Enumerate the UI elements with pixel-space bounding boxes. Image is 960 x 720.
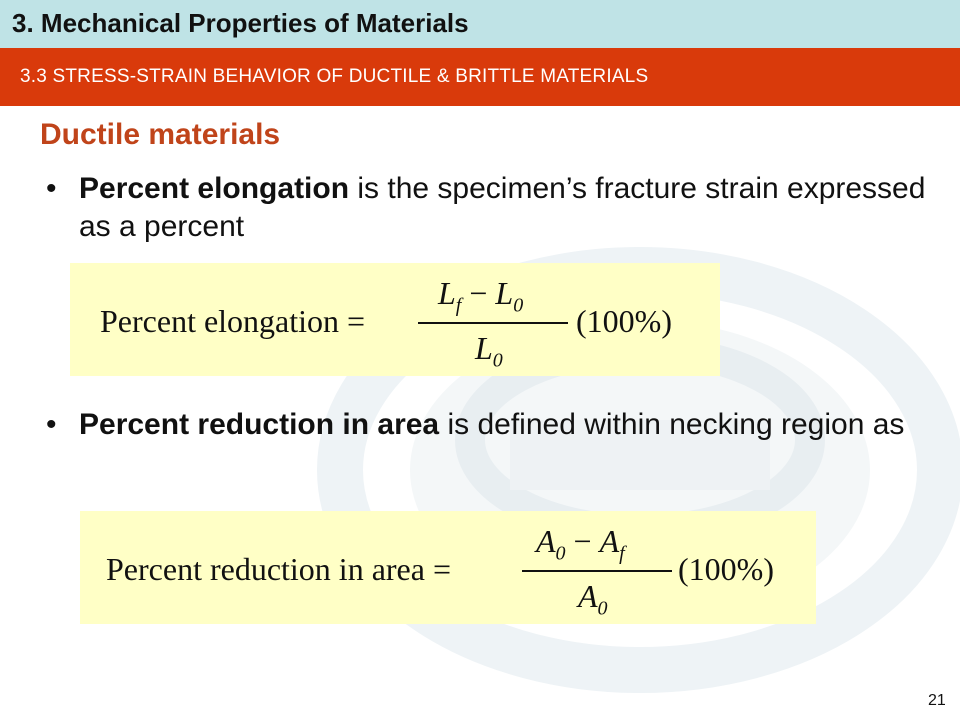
formula-numerator: Lf − L0 (438, 275, 524, 317)
bullet-dot: • (46, 408, 57, 441)
bullet-dot: • (46, 172, 57, 205)
formula-factor: (100%) (576, 303, 672, 339)
fraction-line (418, 322, 568, 324)
bullet-bold-term: Percent elongation (79, 172, 350, 205)
formula-numerator: A0 − Af (536, 523, 625, 565)
bullet-body: is the specimen’s fracture strain expres… (79, 172, 926, 243)
section-bar (0, 48, 960, 106)
formula-box-area: Percent reduction in area = A0 − Af A0 (… (80, 511, 816, 624)
bullet-percent-reduction: • Percent reduction in area is defined w… (46, 406, 926, 444)
formula-box-elongation: Percent elongation = Lf − L0 L0 (100%) (70, 263, 720, 376)
bullet-body: is defined within necking region as (439, 408, 905, 441)
formula-denominator: L0 (475, 330, 503, 372)
fraction-line (522, 570, 672, 572)
formula-factor: (100%) (678, 551, 774, 587)
slide-title: 3. Mechanical Properties of Materials (12, 8, 469, 38)
bullet-text: Percent elongation is the specimen’s fra… (79, 170, 926, 246)
title-bar (0, 0, 960, 48)
bullet-percent-elongation: • Percent elongation is the specimen’s f… (46, 170, 926, 246)
section-heading: Ductile materials (40, 118, 281, 151)
bullet-text: Percent reduction in area is defined wit… (79, 406, 926, 444)
formula-denominator: A0 (578, 578, 608, 620)
bullet-bold-term: Percent reduction in area (79, 408, 440, 441)
slide-number: 21 (928, 692, 946, 709)
formula-lhs: Percent reduction in area = (106, 551, 451, 587)
formula-lhs: Percent elongation = (100, 303, 366, 339)
section-title: 3.3 STRESS-STRAIN BEHAVIOR OF DUCTILE & … (20, 66, 649, 87)
